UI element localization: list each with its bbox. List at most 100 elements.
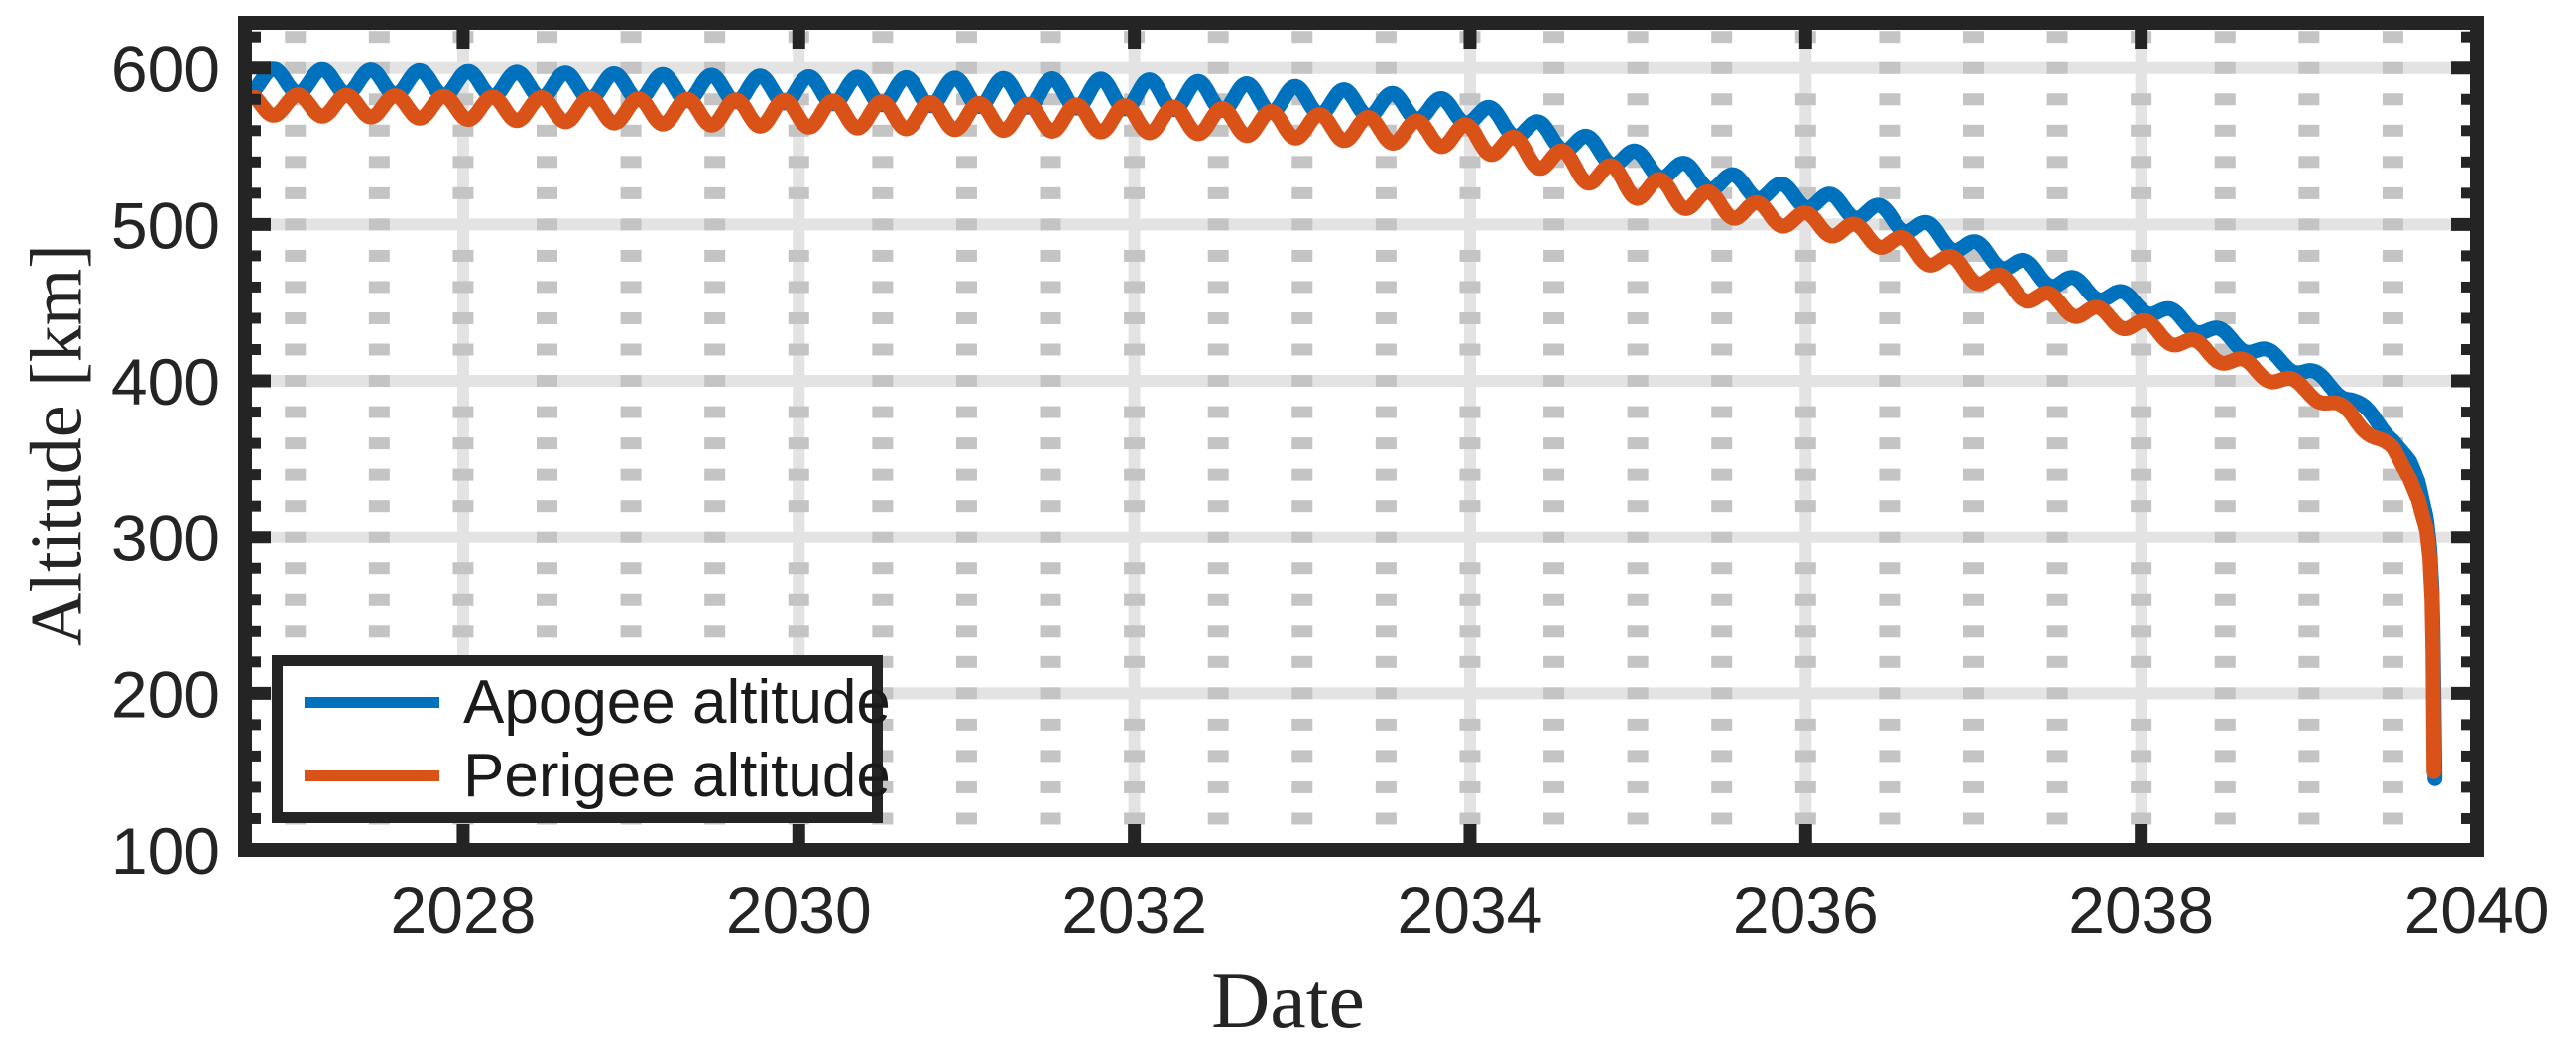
- minor-grid-dash: [872, 281, 894, 294]
- minor-grid-dash: [1543, 375, 1565, 388]
- minor-grid-dash: [1711, 61, 1733, 74]
- minor-grid-dash: [2382, 218, 2403, 231]
- perigee-line: [247, 87, 2442, 779]
- minor-grid-dash: [2131, 562, 2152, 575]
- minor-grid-dash: [537, 249, 558, 262]
- minor-grid-dash: [1040, 468, 1061, 481]
- minor-grid-dash: [2298, 562, 2320, 575]
- minor-grid-dash: [704, 531, 726, 543]
- minor-grid-dash: [1459, 311, 1481, 324]
- minor-grid-dash: [1040, 562, 1061, 575]
- minor-grid-dash: [704, 218, 726, 231]
- minor-grid-dash: [620, 249, 642, 262]
- minor-grid-dash: [1459, 406, 1481, 418]
- minor-grid-dash: [285, 281, 307, 294]
- minor-grid-dash: [1375, 718, 1397, 731]
- minor-grid-dash: [2382, 343, 2403, 356]
- minor-grid-dash: [620, 625, 642, 638]
- minor-grid-dash: [1040, 531, 1061, 543]
- minor-grid-dash: [2214, 531, 2236, 543]
- minor-grid-dash: [1962, 375, 1984, 388]
- x-tick-label: 2034: [1398, 874, 1543, 947]
- minor-grid-dash: [788, 311, 809, 324]
- minor-grid-dash: [1962, 780, 1984, 793]
- minor-grid-dash: [1375, 437, 1397, 450]
- minor-grid-dash: [2046, 531, 2068, 543]
- axes-frame: [238, 16, 2484, 857]
- minor-grid-dash: [704, 468, 726, 481]
- minor-grid-dash: [1962, 687, 1984, 700]
- minor-grid-dash: [1040, 249, 1061, 262]
- minor-grid-dash: [1543, 687, 1565, 700]
- minor-grid-dash: [704, 500, 726, 513]
- minor-grid-dash: [1459, 468, 1481, 481]
- minor-grid-dash: [2382, 186, 2403, 199]
- minor-grid-dash: [955, 437, 977, 450]
- minor-grid-dash: [1711, 281, 1733, 294]
- minor-grid-dash: [1375, 780, 1397, 793]
- minor-grid-dash: [1459, 186, 1481, 199]
- minor-grid-dash: [1291, 500, 1313, 513]
- minor-grid-dash: [2214, 655, 2236, 668]
- minor-grid-dash: [1627, 437, 1649, 450]
- minor-grid-dash: [2214, 437, 2236, 450]
- minor-grid-dash: [1543, 437, 1565, 450]
- minor-grid-dash: [1711, 655, 1733, 668]
- minor-grid-dash: [1543, 186, 1565, 199]
- minor-grid-dash: [620, 468, 642, 481]
- minor-grid-dash: [1962, 655, 1984, 668]
- minor-grid-dash: [2298, 625, 2320, 638]
- minor-grid-dash: [788, 406, 809, 418]
- minor-grid-dash: [2298, 61, 2320, 74]
- minor-grid-dash: [2046, 343, 2068, 356]
- minor-grid-dash: [1291, 437, 1313, 450]
- minor-grid-dash: [537, 500, 558, 513]
- minor-grid-dash: [872, 468, 894, 481]
- minor-grid-dash: [955, 218, 977, 231]
- minor-grid-dash: [955, 311, 977, 324]
- x-axis-title: Date: [1211, 955, 1365, 1045]
- minor-grid-dash: [1962, 93, 1984, 106]
- minor-grid-dash: [2298, 186, 2320, 199]
- minor-grid-dash: [1040, 375, 1061, 388]
- minor-grid-dash: [1124, 343, 1146, 356]
- minor-grid-dash: [1962, 625, 1984, 638]
- minor-grid-dash: [1711, 718, 1733, 731]
- minor-grid-dash: [537, 281, 558, 294]
- minor-grid-dash: [1040, 218, 1061, 231]
- minor-grid-dash: [452, 406, 474, 418]
- minor-grid-dash: [872, 61, 894, 74]
- minor-grid-dash: [1124, 249, 1146, 262]
- minor-grid-dash: [2046, 812, 2068, 825]
- minor-grid-dash: [1375, 156, 1397, 169]
- minor-grid-dash: [2131, 468, 2152, 481]
- minor-grid-dash: [1543, 343, 1565, 356]
- minor-grid-dash: [1207, 780, 1229, 793]
- minor-grid-dash: [1962, 343, 1984, 356]
- minor-grid-dash: [285, 249, 307, 262]
- minor-grid-dash: [537, 156, 558, 169]
- minor-grid-dash: [285, 124, 307, 137]
- minor-grid-dash: [285, 406, 307, 418]
- minor-grid-dash: [368, 156, 390, 169]
- minor-grid-dash: [1040, 655, 1061, 668]
- minor-grid-dash: [955, 531, 977, 543]
- minor-grid-dash: [872, 500, 894, 513]
- minor-grid-dash: [1375, 812, 1397, 825]
- minor-grid-dash: [1543, 780, 1565, 793]
- minor-grid-dash: [1375, 562, 1397, 575]
- minor-grid-dash: [2131, 718, 2152, 731]
- minor-grid-dash: [1627, 61, 1649, 74]
- minor-grid-dash: [1207, 311, 1229, 324]
- minor-grid-dash: [2382, 156, 2403, 169]
- minor-grid-dash: [2298, 780, 2320, 793]
- minor-grid-dash: [1291, 156, 1313, 169]
- minor-grid-dash: [1543, 281, 1565, 294]
- minor-grid-dash: [452, 343, 474, 356]
- minor-grid-dash: [1711, 156, 1733, 169]
- minor-grid-dash: [1040, 311, 1061, 324]
- minor-grid-dash: [1459, 718, 1481, 731]
- minor-grid-dash: [2046, 31, 2068, 44]
- minor-grid-dash: [788, 500, 809, 513]
- minor-grid-dash: [1207, 61, 1229, 74]
